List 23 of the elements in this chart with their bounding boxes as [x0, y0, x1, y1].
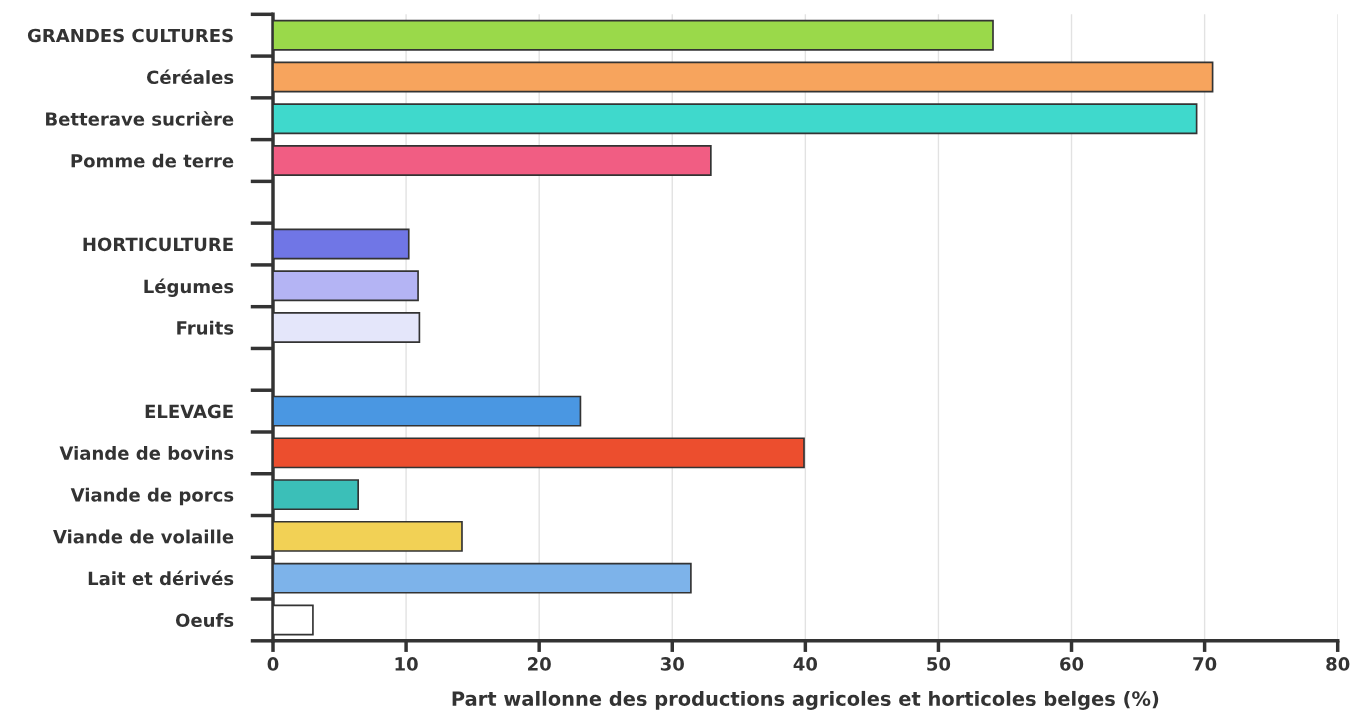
- x-tick-label: 60: [1060, 657, 1084, 671]
- y-tick-label: Pomme de terre: [71, 153, 234, 168]
- x-tick-label: 80: [1326, 657, 1350, 671]
- x-axis-title: Part wallonne des productions agricoles et horticoles belges (%): [452, 690, 1159, 710]
- y-tick-label: Légumes: [144, 278, 234, 297]
- y-tick-label: Betterave sucrière: [46, 111, 234, 126]
- y-tick-label: Lait et dérivés: [88, 570, 234, 586]
- x-tick-label: 30: [660, 657, 684, 671]
- x-tick-label: 0: [267, 657, 279, 671]
- y-tick-label: GRANDES CULTURES: [27, 28, 233, 43]
- x-tick-label: 10: [395, 657, 418, 671]
- y-tick-label: Céréales: [147, 69, 234, 85]
- x-tick-label: 40: [793, 657, 818, 671]
- y-tick-label: Viande de bovins: [59, 446, 234, 460]
- y-tick-label: Oeufs: [175, 613, 234, 628]
- y-tick-label: ELEVAGE: [145, 404, 233, 419]
- y-tick-label: Viande de porcs: [70, 487, 234, 506]
- y-tick-label: HORTICULTURE: [83, 237, 233, 252]
- x-tick-label: 20: [528, 657, 551, 671]
- x-tick-label: 50: [927, 657, 951, 671]
- y-tick-label: Fruits: [177, 320, 234, 335]
- x-tick-label: 70: [1193, 657, 1217, 671]
- y-tick-label: Viande de volaille: [53, 529, 234, 544]
